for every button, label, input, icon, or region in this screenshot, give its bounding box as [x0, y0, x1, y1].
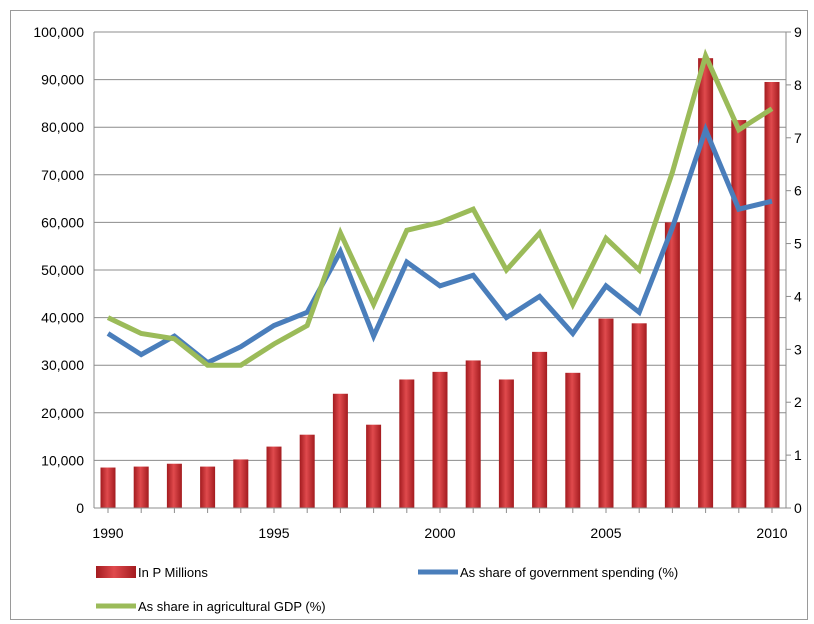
- legend-swatch-bar: [96, 566, 136, 578]
- bar: [764, 81, 780, 508]
- bar: [664, 222, 680, 508]
- y-right-tick-label: 3: [794, 341, 802, 357]
- y-left-tick-label: 50,000: [41, 262, 84, 278]
- x-tick-label: 1990: [92, 525, 123, 541]
- bar: [366, 424, 382, 508]
- y-left-tick-label: 60,000: [41, 214, 84, 230]
- y-right-tick-label: 1: [794, 447, 802, 463]
- y-left-tick-label: 0: [76, 500, 84, 516]
- y-left-tick-label: 80,000: [41, 119, 84, 135]
- y-right-tick-label: 8: [794, 77, 802, 93]
- bar: [465, 360, 481, 508]
- bar: [498, 379, 514, 508]
- y-left-tick-label: 70,000: [41, 167, 84, 183]
- legend-label: As share of government spending (%): [460, 565, 678, 580]
- bar: [565, 372, 581, 508]
- bar: [698, 58, 714, 509]
- y-left-tick-label: 100,000: [33, 24, 84, 40]
- y-left-tick-label: 40,000: [41, 310, 84, 326]
- bar: [266, 446, 282, 508]
- y-right-tick-label: 5: [794, 236, 802, 252]
- x-tick-label: 2005: [590, 525, 621, 541]
- bar: [432, 371, 448, 508]
- x-tick-label: 2000: [424, 525, 455, 541]
- legend-label: In P Millions: [138, 565, 208, 580]
- bar: [399, 379, 415, 508]
- bar: [532, 351, 548, 508]
- bar: [166, 463, 182, 508]
- y-right-tick-label: 9: [794, 24, 802, 40]
- y-right-tick-label: 6: [794, 183, 802, 199]
- y-left-tick-label: 20,000: [41, 405, 84, 421]
- series-line: [106, 48, 774, 368]
- x-tick-label: 2010: [756, 525, 787, 541]
- y-left-tick-label: 90,000: [41, 72, 84, 88]
- bar: [200, 466, 216, 508]
- y-right-tick-label: 2: [794, 394, 802, 410]
- bar: [100, 467, 116, 508]
- bar: [299, 434, 315, 508]
- legend-label: As share in agricultural GDP (%): [138, 599, 326, 614]
- bar: [332, 393, 348, 508]
- series-line: [106, 122, 773, 366]
- y-right-tick-label: 7: [794, 130, 802, 146]
- y-right-tick-label: 4: [794, 288, 802, 304]
- y-left-tick-label: 30,000: [41, 357, 84, 373]
- bar: [598, 318, 614, 508]
- bar: [133, 466, 149, 508]
- bar: [233, 459, 249, 508]
- bar: [631, 323, 647, 508]
- bar: [731, 120, 747, 508]
- x-tick-label: 1995: [258, 525, 289, 541]
- y-left-tick-label: 10,000: [41, 452, 84, 468]
- y-right-tick-label: 0: [794, 500, 802, 516]
